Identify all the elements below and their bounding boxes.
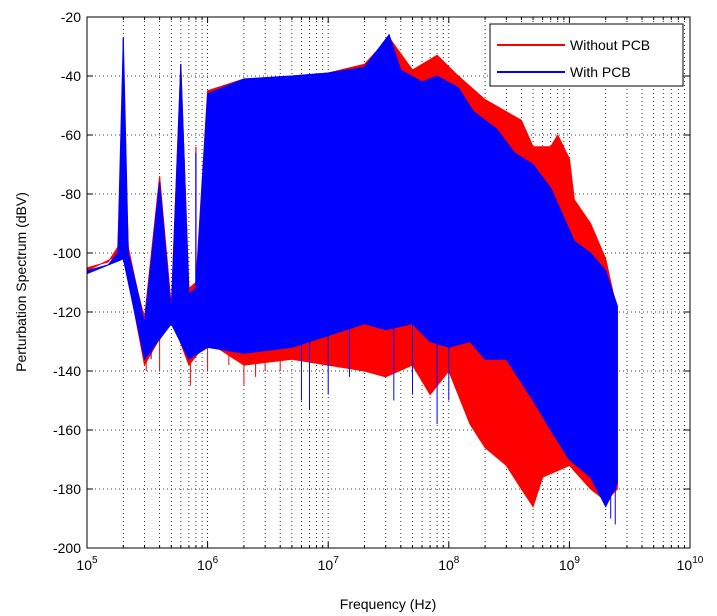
x-tick-label: 1010 [677, 555, 704, 573]
y-tick-label: -20 [61, 9, 81, 25]
x-tick-label-base: 10 [76, 557, 92, 573]
y-tick-label: -180 [53, 481, 81, 497]
y-tick-label: -40 [61, 68, 81, 84]
x-tick-label: 106 [197, 555, 219, 573]
x-tick-label-base: 10 [438, 557, 454, 573]
y-tick-labels: -200 -180 -160 -140 -120 -100 -80 -60 -40 -20 [53, 9, 81, 556]
legend: Without PCB With PCB [489, 23, 684, 87]
x-tick-label-exponent: 7 [333, 555, 339, 566]
y-tick-label: -200 [53, 540, 81, 556]
x-tick-label-exponent: 9 [574, 555, 580, 566]
x-tick-label-exponent: 8 [454, 555, 460, 566]
legend-label-with-pcb: With PCB [570, 64, 631, 80]
series-1 [86, 33, 618, 525]
y-tick-label: -60 [61, 127, 81, 143]
x-tick-label: 109 [559, 555, 581, 573]
x-tick-label-exponent: 6 [213, 555, 219, 566]
y-tick-label: -80 [61, 186, 81, 202]
x-tick-label: 105 [76, 555, 98, 573]
x-tick-label: 108 [438, 555, 460, 573]
x-tick-label: 107 [318, 555, 340, 573]
plot-frame [86, 16, 691, 549]
y-axis-label: Perturbation Spectrum (dBV) [13, 192, 29, 372]
x-tick-label-base: 10 [677, 557, 693, 573]
legend-label-without-pcb: Without PCB [570, 37, 650, 53]
y-tick-label: -160 [53, 422, 81, 438]
y-tick-label: -100 [53, 245, 81, 261]
x-tick-label-base: 10 [559, 557, 575, 573]
x-tick-label-exponent: 10 [692, 555, 704, 566]
x-axis-label: Frequency (Hz) [340, 596, 436, 612]
ticks [86, 16, 690, 549]
x-tick-label-base: 10 [197, 557, 213, 573]
x-tick-label-exponent: 5 [92, 555, 98, 566]
y-tick-label: -140 [53, 363, 81, 379]
x-tick-labels: 105 106 107 108 109 1010 [76, 555, 703, 573]
y-tick-label: -120 [53, 304, 81, 320]
legend-box [489, 23, 684, 87]
x-tick-label-base: 10 [318, 557, 334, 573]
